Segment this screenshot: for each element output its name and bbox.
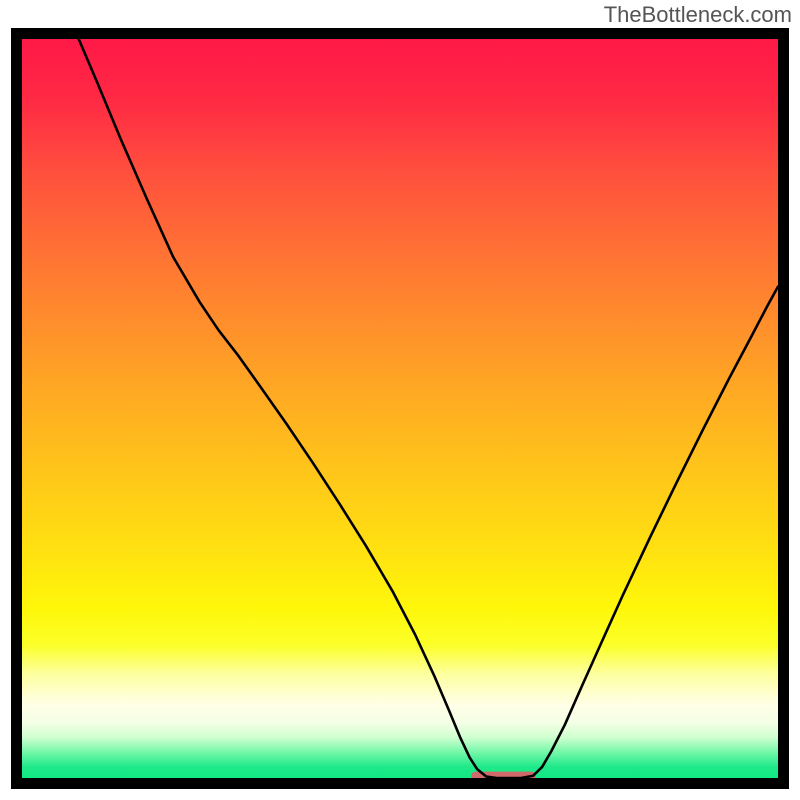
plot-svg <box>22 39 778 778</box>
gradient-background <box>22 39 778 778</box>
watermark-text: TheBottleneck.com <box>604 2 792 28</box>
plot-area <box>11 28 789 789</box>
chart-frame: TheBottleneck.com <box>0 0 800 800</box>
